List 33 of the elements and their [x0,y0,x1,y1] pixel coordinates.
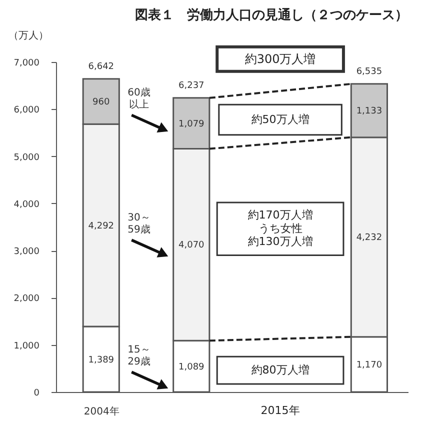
y-tick-label: 7,000 [14,58,40,68]
data-label: 1,089 [178,362,205,372]
annotation: 約300万人増 [244,52,316,66]
y-tick-label: 5,000 [14,152,40,163]
annotation: 約80万人増 [251,363,310,376]
y-tick-label: 3,000 [14,247,40,258]
data-label: 1,133 [356,106,382,117]
data-label: 4,070 [178,240,205,251]
series-label: 60歳以上 [128,86,150,111]
data-label: 960 [92,98,110,108]
y-tick-label: 2,000 [14,294,40,304]
data-label: 1,389 [88,355,114,366]
annotation: うち女性 [258,222,302,235]
total-label: 6,237 [178,80,204,91]
y-axis-title: （万人） [8,30,48,42]
data-label: 1,170 [356,360,382,370]
total-label: 6,642 [88,62,114,72]
data-label: 1,079 [178,119,205,130]
data-label: 4,292 [88,221,114,232]
annotation: 約130万人増 [248,235,313,248]
y-tick-label: 4,000 [14,200,40,210]
y-tick-label: 0 [34,388,40,398]
y-tick-label: 6,000 [14,106,40,116]
x-tick-label: 2004年 [84,406,120,418]
series-label: 15～29歳 [128,344,150,368]
series-label: 30～59歳 [128,212,150,236]
annotation: 約50万人増 [251,112,310,126]
text: 2015年 [260,404,300,417]
data-label: 4,232 [356,233,382,244]
total-label: 6,535 [356,66,382,77]
y-tick-label: 1,000 [14,341,40,352]
annotation: 約170万人増 [248,208,313,222]
chart-title: 図表１ 労働力人口の見通し（２つのケース） [135,7,408,23]
